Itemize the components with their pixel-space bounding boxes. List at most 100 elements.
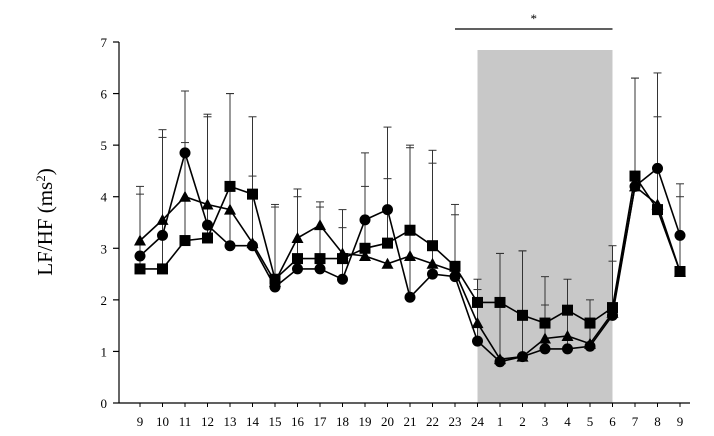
data-point-square <box>134 263 146 275</box>
data-point-triangle <box>359 250 371 262</box>
data-point-triangle <box>246 237 259 249</box>
x-tick-label: 23 <box>449 414 462 429</box>
data-point-triangle <box>584 337 596 349</box>
y-tick-layer: 0 1 2 3 4 5 6 7 <box>101 35 119 411</box>
x-tick-label: 20 <box>381 414 394 429</box>
y-axis-title-close: ) <box>33 168 57 175</box>
data-point-circle <box>224 240 236 252</box>
data-point-square <box>674 265 686 277</box>
data-point-square <box>607 302 618 314</box>
data-point-square <box>449 260 461 272</box>
data-point-square <box>494 296 506 308</box>
x-tick-label: 7 <box>632 414 639 429</box>
significance-star: * <box>531 11 538 26</box>
data-point-triangle <box>224 203 236 215</box>
x-tick-label: 1 <box>497 414 504 429</box>
data-point-triangle <box>561 329 574 341</box>
x-tick-label: 5 <box>587 414 594 429</box>
data-point-triangle <box>539 332 551 344</box>
data-point-circle <box>674 229 686 241</box>
x-tick-label: 18 <box>336 414 349 429</box>
data-point-circle <box>337 273 348 285</box>
data-point-square <box>292 253 303 265</box>
y-axis-title-superscript: 2 <box>33 175 48 182</box>
data-point-triangle <box>629 180 641 192</box>
x-tick-label: 24 <box>471 414 485 429</box>
x-tick-label: 13 <box>224 414 237 429</box>
data-point-square <box>472 296 483 308</box>
data-point-circle <box>539 343 551 355</box>
data-point-square <box>337 253 348 265</box>
y-tick-label: 1 <box>101 344 108 359</box>
data-point-square <box>404 224 416 236</box>
data-point-square <box>427 240 438 252</box>
x-tick-label: 3 <box>542 414 549 429</box>
x-tick-label: 2 <box>519 414 526 429</box>
y-tick-label: 5 <box>101 138 108 153</box>
data-point-circle <box>314 263 326 275</box>
data-point-triangle <box>381 257 394 269</box>
y-tick-label: 2 <box>101 293 108 308</box>
data-point-triangle <box>314 219 326 231</box>
data-point-square <box>179 235 191 247</box>
data-point-circle <box>427 268 438 280</box>
data-point-square <box>269 273 281 285</box>
data-point-circle <box>134 250 146 262</box>
x-tick-label: 11 <box>179 414 192 429</box>
data-point-circle <box>179 147 191 159</box>
data-point-square <box>517 309 528 321</box>
data-point-square <box>157 263 168 275</box>
x-tick-label: 14 <box>246 414 260 429</box>
x-tick-label: 9 <box>677 414 684 429</box>
significance-layer: * <box>455 11 613 30</box>
x-tick-label: 15 <box>269 414 282 429</box>
data-point-circle <box>157 229 168 241</box>
data-point-triangle <box>516 350 529 362</box>
data-point-square <box>629 170 641 182</box>
data-point-circle <box>202 219 213 231</box>
data-point-triangle <box>494 353 506 365</box>
y-axis-title-main: LF/HF (ms <box>33 182 57 276</box>
data-point-square <box>382 237 393 249</box>
data-point-triangle <box>291 231 304 243</box>
x-tick-label: 10 <box>156 414 169 429</box>
data-point-circle <box>562 343 573 355</box>
x-tick-label: 19 <box>359 414 372 429</box>
x-tick-label: 4 <box>564 414 571 429</box>
data-point-circle <box>382 204 393 216</box>
data-point-triangle <box>471 317 484 329</box>
x-tick-label: 17 <box>314 414 328 429</box>
data-point-circle <box>292 263 303 275</box>
y-tick-label: 6 <box>101 87 108 102</box>
x-tick-label: 21 <box>404 414 417 429</box>
data-point-square <box>314 253 326 265</box>
series-marker-layer <box>134 147 686 368</box>
data-point-triangle <box>179 190 191 202</box>
data-point-circle <box>652 162 663 174</box>
data-point-triangle <box>426 257 439 269</box>
y-tick-label: 7 <box>101 35 108 50</box>
data-point-triangle <box>156 213 169 225</box>
y-tick-label: 4 <box>101 190 108 205</box>
x-tick-label: 16 <box>291 414 305 429</box>
data-point-square <box>247 188 258 200</box>
y-tick-label: 0 <box>101 396 108 411</box>
data-point-triangle <box>134 234 146 246</box>
x-tick-label: 9 <box>137 414 144 429</box>
data-point-triangle <box>201 198 214 210</box>
x-tick-label: 6 <box>609 414 616 429</box>
data-point-square <box>224 180 236 192</box>
x-tick-label: 8 <box>654 414 661 429</box>
y-tick-label: 3 <box>101 241 108 256</box>
x-tick-label: 22 <box>426 414 439 429</box>
x-tick-layer: 9 10 11 12 13 14 15 16 17 18 19 20 21 22 23 24 1 2 3 4 5 6 7 8 9 <box>137 403 684 429</box>
data-point-square <box>584 317 596 329</box>
data-point-square <box>202 232 213 244</box>
data-point-circle <box>404 291 416 303</box>
data-point-circle <box>472 335 483 347</box>
data-point-square <box>562 304 573 316</box>
data-point-square <box>539 317 551 329</box>
x-tick-label: 12 <box>201 414 214 429</box>
data-point-circle <box>359 214 371 226</box>
